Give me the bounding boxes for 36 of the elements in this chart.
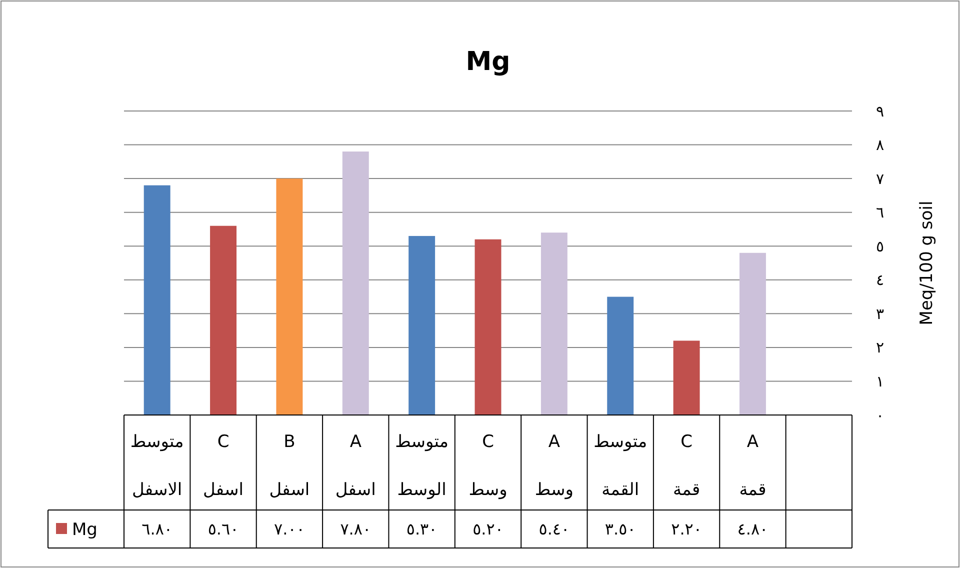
y-tick-label: ٧ — [876, 170, 884, 188]
bar — [673, 340, 700, 415]
legend-label: Mg — [72, 520, 98, 540]
y-tick-label: ٨ — [876, 136, 884, 154]
bar — [474, 239, 502, 415]
y-tick-label: ٢ — [876, 338, 884, 357]
bar — [210, 226, 237, 415]
category-label: متوسط الوسط — [395, 432, 449, 500]
y-tick-label: ٠ — [876, 406, 884, 424]
bar — [540, 232, 568, 415]
data-label: ٥.٤٠ — [538, 520, 570, 539]
y-tick-label: ٣ — [876, 304, 884, 323]
y-axis-title: Meq/100 g soil — [917, 200, 937, 326]
y-tick-label: ١ — [876, 372, 884, 390]
bar — [276, 178, 303, 415]
bar — [144, 185, 170, 415]
data-label: ٦.٨٠ — [142, 520, 173, 539]
data-label: ٥.٣٠ — [406, 520, 438, 539]
bar — [607, 296, 634, 415]
bar — [739, 252, 766, 415]
bar — [342, 152, 369, 415]
y-tick-label: ٦ — [876, 204, 884, 222]
bar — [408, 236, 436, 415]
data-label: ٣.٥٠ — [604, 520, 636, 539]
y-tick-label: ٥ — [876, 237, 884, 256]
data-label: ٥.٦٠ — [208, 520, 239, 539]
category-label: متوسط الاسفل — [130, 432, 184, 500]
y-tick-label: ٤ — [876, 271, 884, 290]
data-label: ٥.٢٠ — [472, 520, 504, 539]
y-tick-label: ٩ — [876, 102, 884, 120]
data-label: ٢.٢٠ — [671, 520, 702, 539]
chart-title: Mg — [466, 47, 510, 77]
data-label: ٤.٨٠ — [737, 520, 768, 539]
category-label: متوسط القمة — [594, 432, 648, 500]
data-label: ٧.٨٠ — [340, 520, 372, 539]
data-label: ٧.٠٠ — [274, 520, 305, 539]
